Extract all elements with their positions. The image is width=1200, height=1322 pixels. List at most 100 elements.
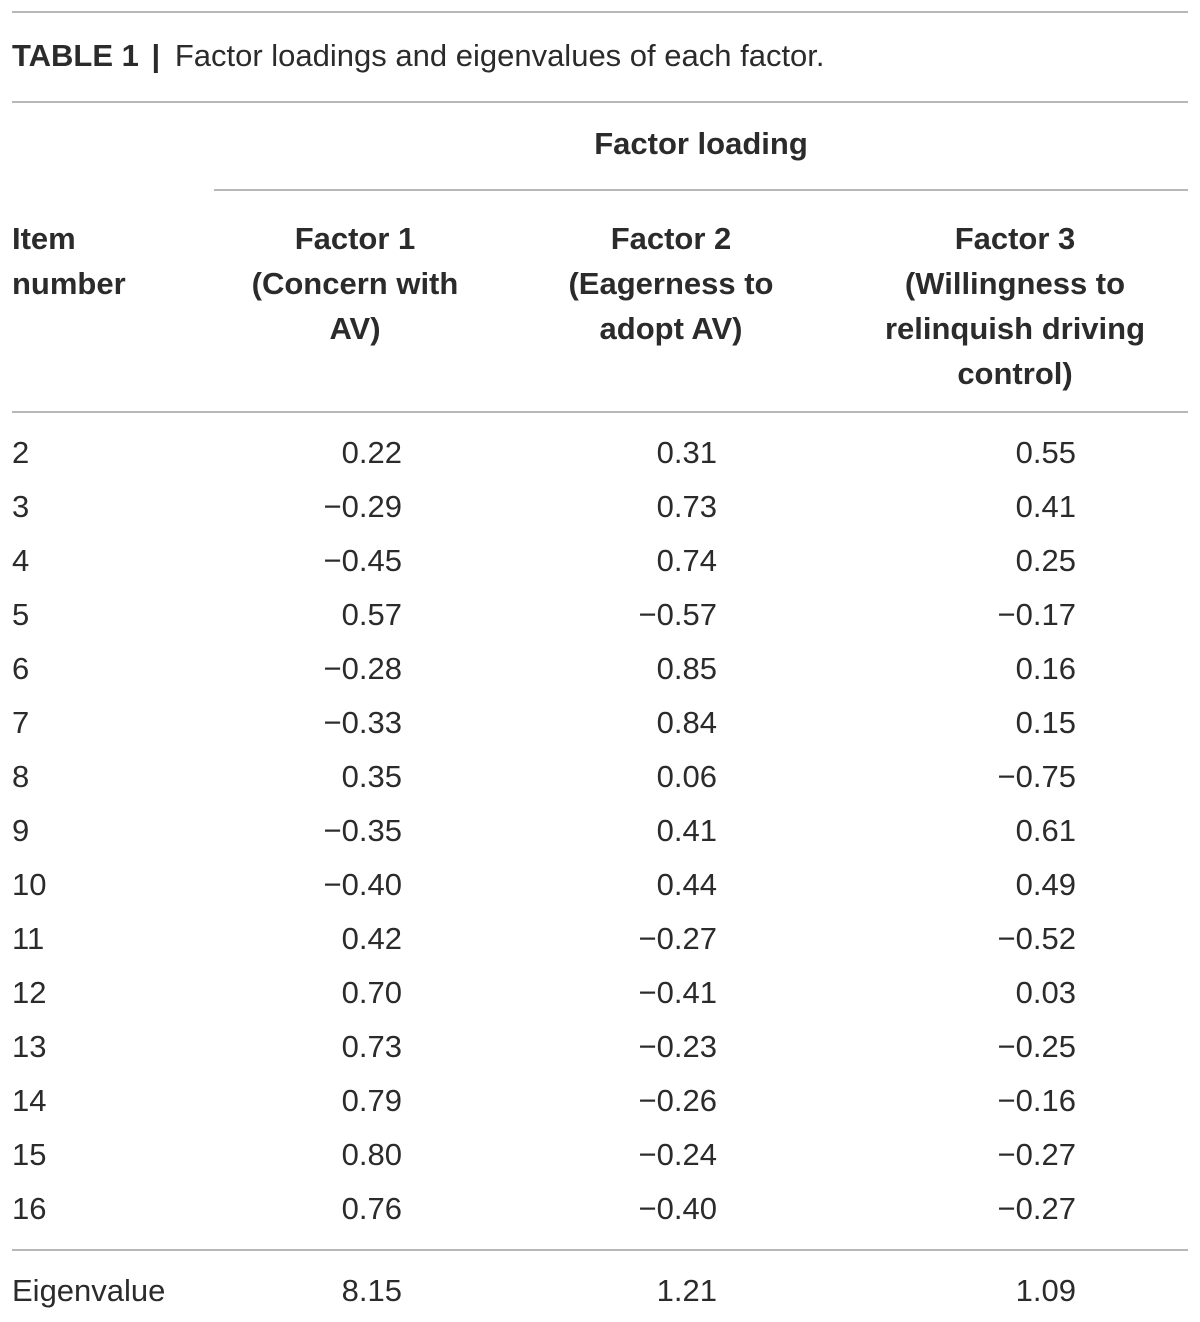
table-row: 2 0.22 0.31 0.55 (0, 426, 1200, 480)
eigenvalue-row: Eigenvalue 8.15 1.21 1.09 (0, 1264, 1200, 1318)
factor-2-cell: 0.74 (656, 543, 717, 578)
factor-1-cell: 0.22 (341, 435, 402, 470)
factor-1-cell: 0.42 (341, 921, 402, 956)
factor-2-cell: 0.73 (656, 489, 717, 524)
column-header-line: (Eagerness to (568, 266, 774, 301)
footer-rule (12, 1249, 1188, 1251)
eigenvalue-label: Eigenvalue (12, 1273, 166, 1308)
column-header-line: Item (12, 221, 76, 256)
factor-2-cell: 0.31 (656, 435, 717, 470)
factor-1-cell: 0.73 (341, 1029, 402, 1064)
table-row: 10 −0.40 0.44 0.49 (0, 858, 1200, 912)
factor-3-cell: −0.75 (997, 759, 1076, 794)
column-header-factor-2: Factor 2 (Eagerness to adopt AV) (530, 216, 812, 351)
table-row: 13 0.73 −0.23 −0.25 (0, 1020, 1200, 1074)
item-number-cell: 7 (12, 705, 30, 740)
factor-1-cell: 0.57 (341, 597, 402, 632)
eigenvalue-factor-3: 1.09 (1015, 1273, 1076, 1308)
factor-1-cell: 0.76 (341, 1191, 402, 1226)
column-header-item-number: Item number (12, 216, 212, 306)
column-header-line: AV) (329, 311, 381, 346)
factor-2-cell: −0.24 (638, 1137, 717, 1172)
factor-3-cell: 0.49 (1015, 867, 1076, 902)
item-number-cell: 15 (12, 1137, 47, 1172)
factor-3-cell: 0.16 (1015, 651, 1076, 686)
table-row: 16 0.76 −0.40 −0.27 (0, 1182, 1200, 1236)
caption-separator: | (151, 38, 161, 73)
item-number-cell: 6 (12, 651, 30, 686)
factor-2-cell: −0.26 (638, 1083, 717, 1118)
table-row: 12 0.70 −0.41 0.03 (0, 966, 1200, 1020)
factor-3-cell: −0.27 (997, 1137, 1076, 1172)
column-header-line: Factor 3 (954, 221, 1076, 256)
item-number-cell: 8 (12, 759, 30, 794)
factor-1-cell: 0.79 (341, 1083, 402, 1118)
factor-3-cell: 0.15 (1015, 705, 1076, 740)
column-header-factor-3: Factor 3 (Willingness to relinquish driv… (862, 216, 1168, 396)
factor-2-cell: −0.27 (638, 921, 717, 956)
caption-rule (12, 101, 1188, 103)
table-row: 4 −0.45 0.74 0.25 (0, 534, 1200, 588)
factor-2-cell: 0.06 (656, 759, 717, 794)
factor-3-cell: −0.27 (997, 1191, 1076, 1226)
factor-1-cell: 0.80 (341, 1137, 402, 1172)
table-row: 14 0.79 −0.26 −0.16 (0, 1074, 1200, 1128)
column-header-line: Factor 2 (610, 221, 732, 256)
item-number-cell: 16 (12, 1191, 47, 1226)
factor-2-cell: −0.23 (638, 1029, 717, 1064)
eigenvalue-factor-2: 1.21 (656, 1273, 717, 1308)
factor-2-cell: 0.85 (656, 651, 717, 686)
item-number-cell: 5 (12, 597, 30, 632)
factor-3-cell: 0.03 (1015, 975, 1076, 1010)
table-row: 6 −0.28 0.85 0.16 (0, 642, 1200, 696)
item-number-cell: 9 (12, 813, 30, 848)
factor-3-cell: 0.55 (1015, 435, 1076, 470)
table-body: 2 0.22 0.31 0.55 3 −0.29 0.73 0.41 4 −0.45 0.74 0.2… (0, 426, 1200, 1236)
column-header-factor-1: Factor 1 (Concern with AV) (214, 216, 496, 351)
factor-1-cell: 0.35 (341, 759, 402, 794)
table-row: 11 0.42 −0.27 −0.52 (0, 912, 1200, 966)
factor-1-cell: −0.40 (323, 867, 402, 902)
table-row: 8 0.35 0.06 −0.75 (0, 750, 1200, 804)
group-header-rule (214, 189, 1188, 191)
factor-3-cell: −0.17 (997, 597, 1076, 632)
item-number-cell: 11 (12, 921, 45, 956)
factor-1-cell: 0.70 (341, 975, 402, 1010)
item-number-cell: 10 (12, 867, 47, 902)
factor-3-cell: −0.52 (997, 921, 1076, 956)
factor-2-cell: −0.41 (638, 975, 717, 1010)
caption-text: Factor loadings and eigenvalues of each … (174, 38, 825, 73)
item-number-cell: 3 (12, 489, 30, 524)
item-number-cell: 13 (12, 1029, 47, 1064)
factor-loading-group-header: Factor loading (594, 126, 808, 161)
eigenvalue-factor-1: 8.15 (341, 1273, 402, 1308)
item-number-cell: 2 (12, 435, 30, 470)
column-header-line: control) (957, 356, 1073, 391)
factor-2-cell: 0.41 (656, 813, 717, 848)
factor-2-cell: 0.84 (656, 705, 717, 740)
factor-1-cell: −0.29 (323, 489, 402, 524)
factor-1-cell: −0.45 (323, 543, 402, 578)
factor-2-cell: −0.40 (638, 1191, 717, 1226)
item-number-cell: 12 (12, 975, 47, 1010)
table-caption: TABLE 1 | Factor loadings and eigenvalue… (12, 36, 825, 76)
column-header-line: relinquish driving (884, 311, 1146, 346)
header-rule (12, 411, 1188, 413)
caption-label: TABLE 1 (12, 38, 139, 73)
column-header-line: number (12, 266, 126, 301)
factor-1-cell: −0.28 (323, 651, 402, 686)
top-rule (12, 11, 1188, 13)
column-header-line: (Willingness to (904, 266, 1126, 301)
factor-3-cell: 0.41 (1015, 489, 1076, 524)
table-row: 9 −0.35 0.41 0.61 (0, 804, 1200, 858)
column-header-line: Factor 1 (294, 221, 416, 256)
factor-1-cell: −0.35 (323, 813, 402, 848)
factor-3-cell: 0.25 (1015, 543, 1076, 578)
factor-2-cell: 0.44 (656, 867, 717, 902)
table-row: 3 −0.29 0.73 0.41 (0, 480, 1200, 534)
table-row: 5 0.57 −0.57 −0.17 (0, 588, 1200, 642)
factor-3-cell: −0.25 (997, 1029, 1076, 1064)
item-number-cell: 4 (12, 543, 30, 578)
factor-2-cell: −0.57 (638, 597, 717, 632)
table-row: 7 −0.33 0.84 0.15 (0, 696, 1200, 750)
